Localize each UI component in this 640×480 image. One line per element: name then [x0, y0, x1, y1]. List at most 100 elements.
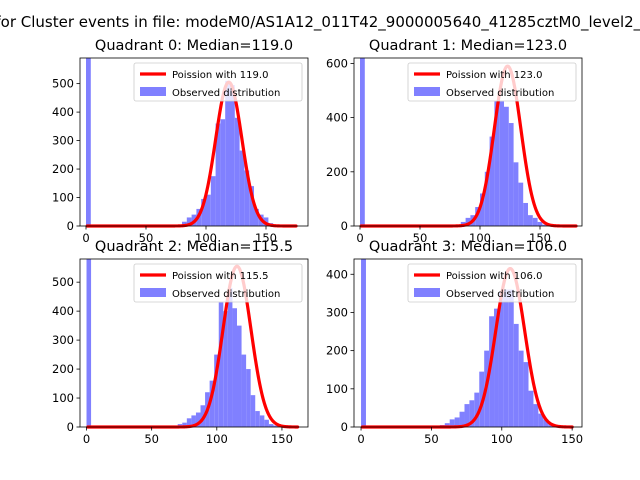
histogram-bar [268, 424, 274, 427]
histogram-bar [186, 418, 192, 427]
y-tick-label: 0 [341, 219, 348, 233]
histogram-bar [264, 419, 269, 427]
chart-quadrant-1: Quadrant 1: Median=123.0 0 50 100 150 0 200 400… [326, 38, 583, 245]
x-tick-label: 150 [255, 231, 277, 245]
histogram-bar [523, 202, 528, 226]
histogram-bar [449, 419, 455, 427]
legend-patch-swatch [414, 87, 440, 96]
histogram-bar [227, 287, 233, 427]
x-tick-label: 0 [356, 231, 363, 245]
x-tick-label: 50 [144, 432, 159, 446]
y-tick-label: 0 [341, 420, 348, 434]
histogram-bar [234, 117, 240, 226]
histogram-bar [537, 221, 543, 226]
histogram-bar [489, 316, 495, 427]
histogram-bar [518, 182, 524, 226]
histogram-bar [215, 123, 221, 226]
y-tick-label: 400 [326, 111, 348, 125]
y-tick-label: 300 [326, 305, 348, 319]
legend-patch-swatch [140, 288, 166, 297]
histogram-bar [499, 101, 504, 226]
legend-label-observed: Observed distribution [446, 88, 554, 99]
histogram-bar [532, 217, 538, 226]
histogram-bar [454, 417, 460, 427]
histogram-bar [513, 323, 519, 427]
histogram-bar [195, 412, 201, 427]
poisson-curve [85, 80, 298, 228]
histogram-bar [513, 162, 519, 226]
x-tick-label: 0 [82, 231, 89, 245]
histogram-bar [543, 419, 549, 427]
legend-label-observed: Observed distribution [172, 88, 280, 99]
x-tick-label: 150 [561, 432, 583, 446]
x-tick-label: 100 [206, 432, 228, 446]
x-tick-label: 100 [195, 231, 217, 245]
x-tick-label: 150 [529, 231, 551, 245]
histogram-bar [480, 193, 485, 226]
legend-label-poisson: Poission with 106.0 [446, 271, 542, 282]
chart-quadrant-0: Quadrant 0: Median=119.0 0 50 100 150 0 100 200… [52, 38, 309, 245]
chart-title: Quadrant 0: Median=119.0 [95, 38, 293, 54]
histogram-bar [503, 289, 509, 427]
histogram-bar [218, 302, 224, 427]
x-tick-label: 0 [357, 432, 364, 446]
y-tick-label: 600 [326, 56, 348, 70]
histogram-bar [230, 85, 235, 227]
histogram-bar [250, 395, 256, 427]
histogram-bar [86, 58, 91, 226]
x-tick-label: 100 [491, 432, 513, 446]
histogram-bar [254, 208, 259, 226]
histogram-bar [191, 415, 196, 427]
histogram-bar [186, 217, 192, 226]
histogram-bar [246, 369, 251, 427]
histogram-bar [244, 170, 250, 226]
histogram-bar [255, 411, 260, 427]
histogram-bar [206, 194, 211, 226]
histogram-bar [225, 80, 230, 226]
legend-patch-swatch [140, 87, 166, 96]
histogram-bar [201, 198, 206, 226]
histogram-bar [494, 308, 499, 427]
histogram-bars [86, 58, 278, 227]
histogram-bar [504, 106, 509, 226]
legend: Poission with 115.5 Observed distribution [133, 263, 303, 303]
histogram-bar [508, 289, 514, 427]
histogram-bar [469, 400, 475, 427]
histogram-bar [489, 136, 495, 226]
histogram-bars [361, 259, 559, 427]
legend-box [407, 62, 577, 102]
legend: Poission with 123.0 Observed distribution [407, 62, 577, 102]
histogram-bar [182, 422, 187, 427]
y-tick-label: 400 [52, 304, 74, 318]
histogram-bar [239, 150, 245, 226]
histogram-bar [86, 259, 92, 427]
histogram-bar [361, 259, 366, 427]
y-tick-label: 500 [52, 77, 74, 91]
y-tick-label: 400 [326, 267, 348, 281]
legend-label-poisson: Poission with 123.0 [446, 70, 542, 81]
x-tick-label: 50 [413, 231, 428, 245]
chart-title: Quadrant 1: Median=123.0 [369, 38, 567, 54]
y-tick-label: 500 [52, 275, 74, 289]
legend-box [407, 263, 577, 303]
x-tick-label: 50 [139, 231, 154, 245]
legend-box [133, 62, 303, 102]
axes-frame [353, 258, 583, 428]
axes-frame [353, 57, 583, 227]
y-tick-label: 200 [326, 165, 348, 179]
chart-title: Quadrant 3: Median=106.0 [369, 239, 567, 255]
histogram-bar [542, 224, 548, 226]
histogram-bar [465, 217, 471, 226]
y-tick-label: 0 [67, 219, 74, 233]
y-tick-label: 100 [52, 391, 74, 405]
legend-label-poisson: Poission with 115.5 [172, 271, 268, 282]
legend-label-poisson: Poission with 119.0 [172, 70, 268, 81]
histogram-bar [249, 186, 254, 226]
chart-title: Quadrant 2: Median=115.5 [95, 239, 293, 255]
y-tick-label: 300 [52, 333, 74, 347]
histogram-bar [518, 350, 524, 427]
y-tick-label: 200 [326, 344, 348, 358]
x-tick-label: 100 [469, 231, 491, 245]
legend-patch-swatch [414, 288, 440, 297]
